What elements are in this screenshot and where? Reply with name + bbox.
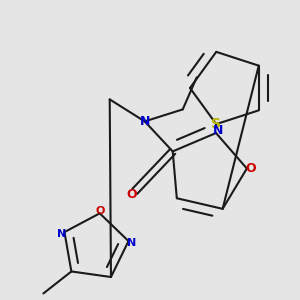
Text: N: N [127, 238, 136, 248]
Text: S: S [211, 117, 221, 131]
Text: O: O [245, 162, 256, 175]
Text: N: N [213, 124, 223, 136]
Text: O: O [95, 206, 104, 216]
Text: O: O [126, 188, 137, 201]
Text: N: N [140, 115, 150, 128]
Text: N: N [57, 229, 66, 239]
